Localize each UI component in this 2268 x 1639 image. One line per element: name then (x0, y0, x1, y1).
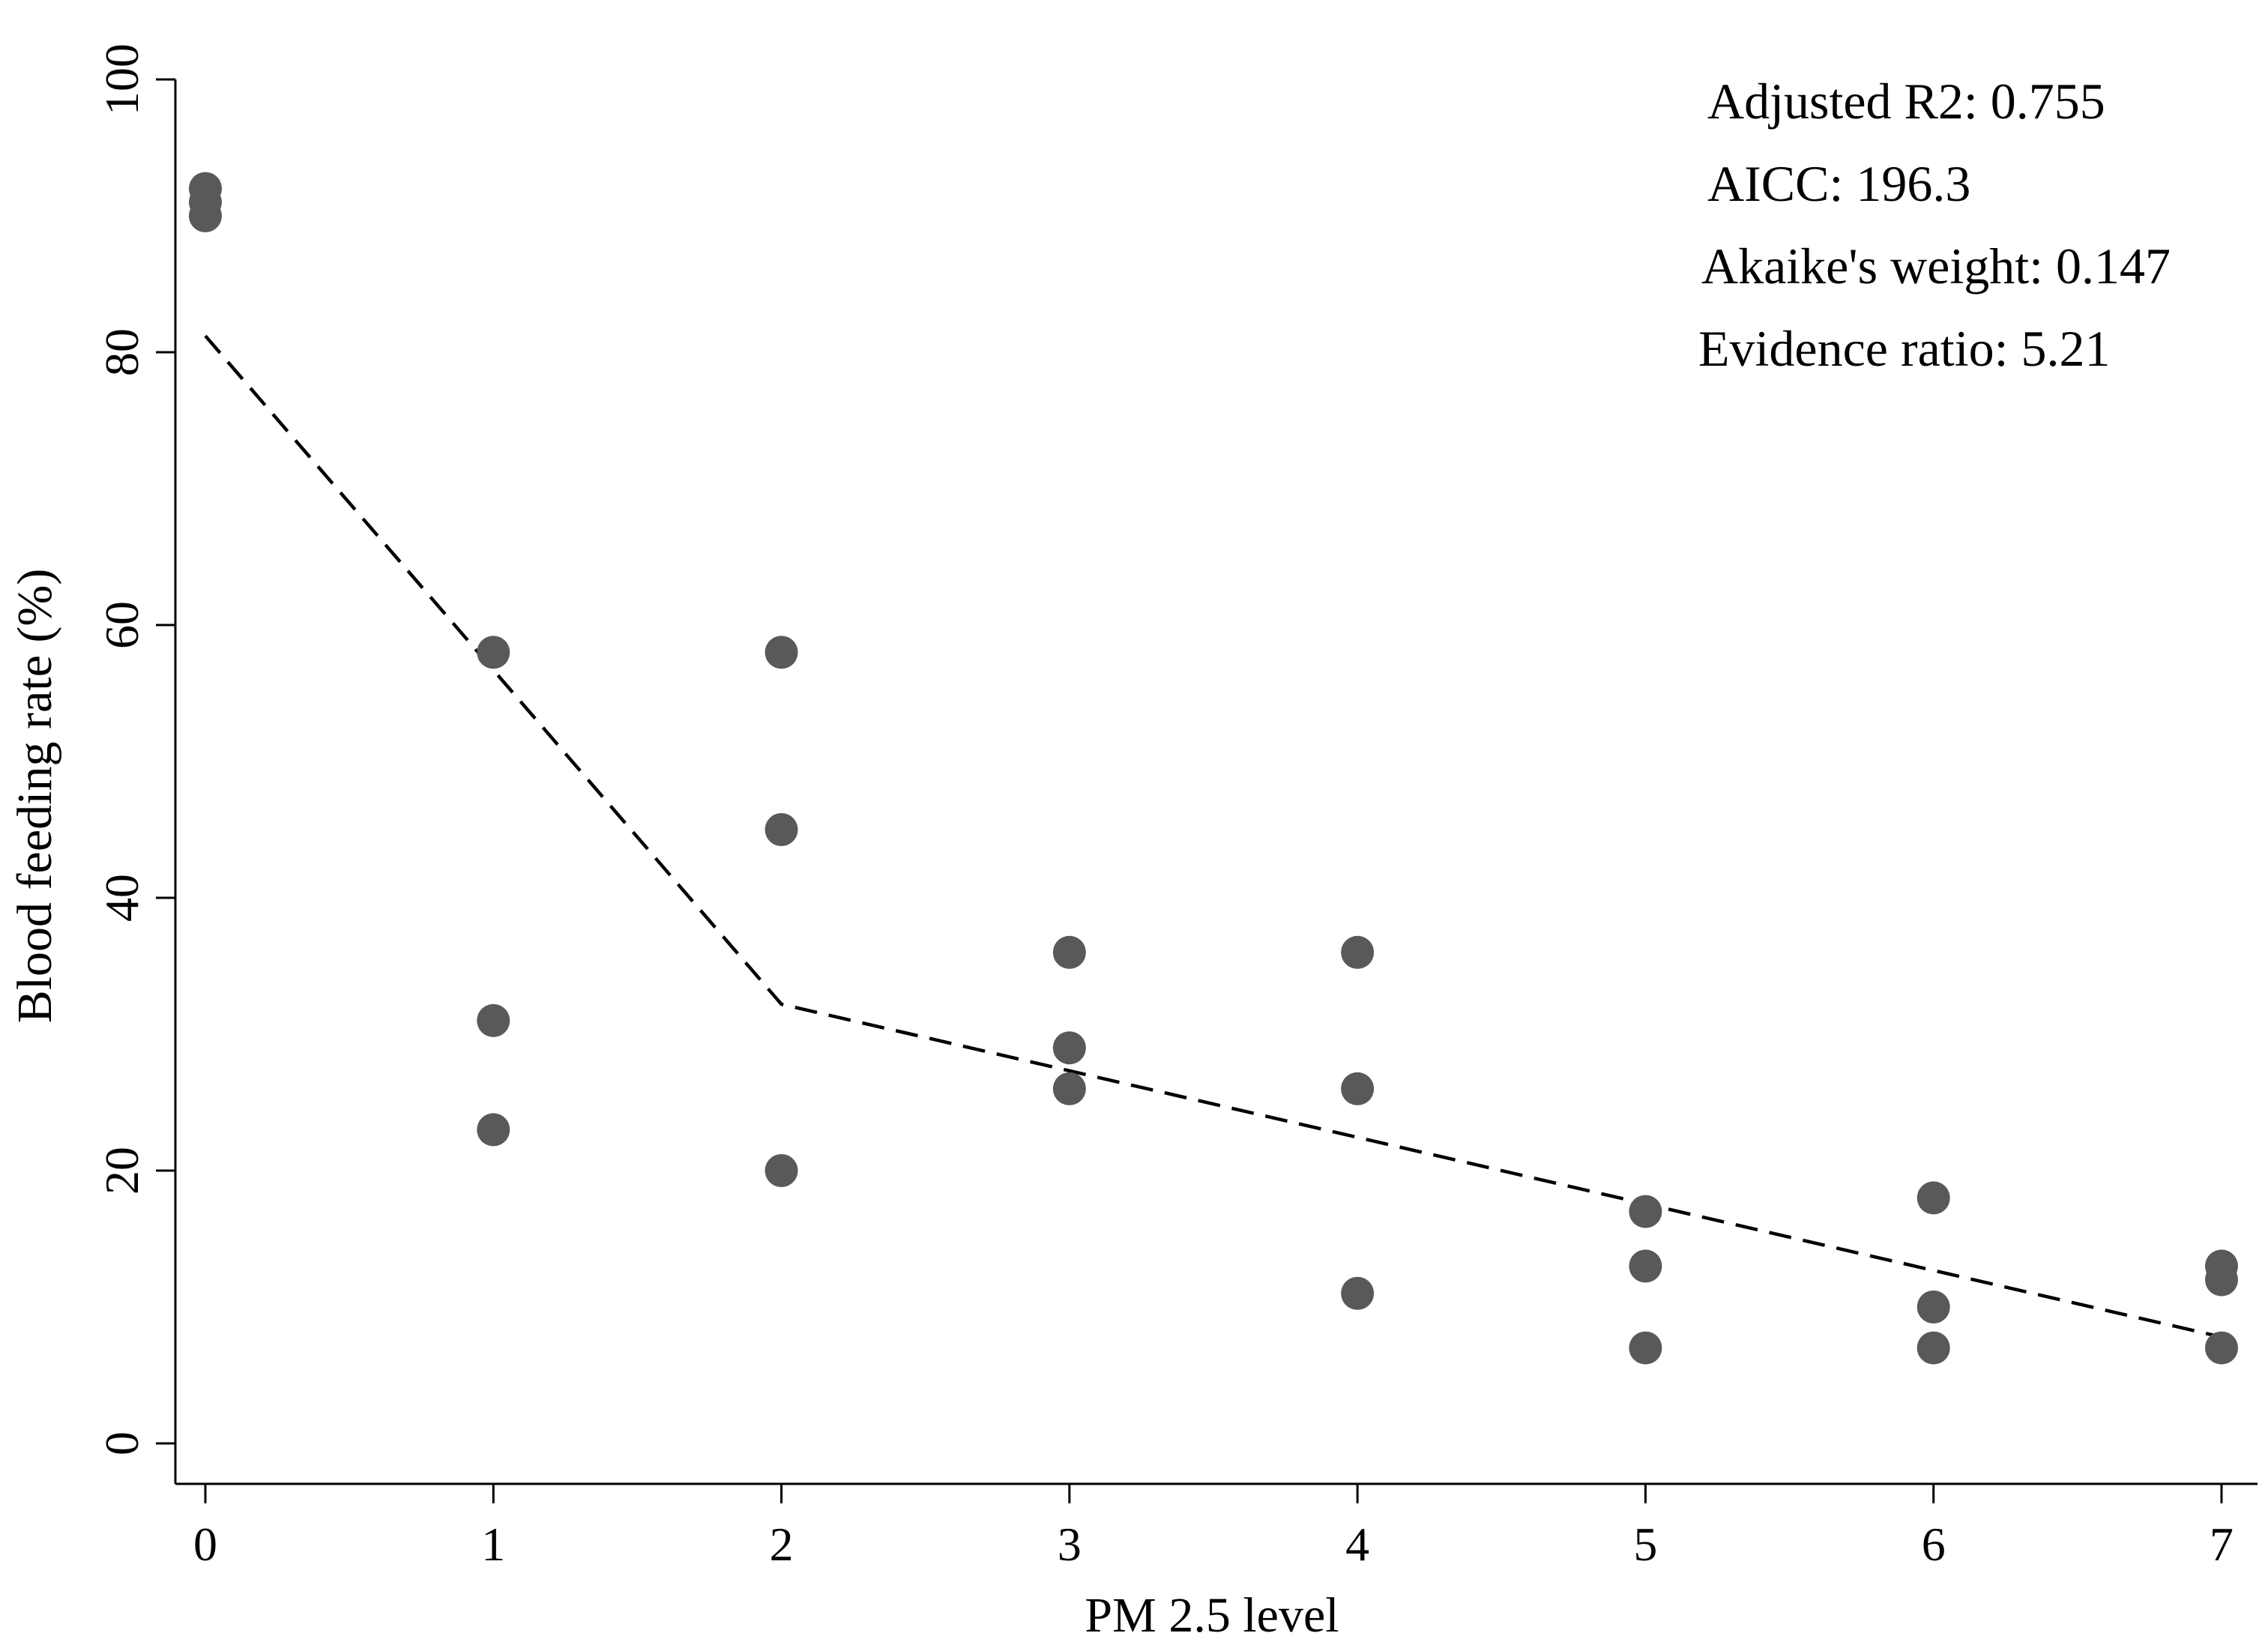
x-axis: 0 1 2 3 4 5 6 7 (175, 1482, 2258, 1571)
model-stats: Adjusted R2: 0.755 AICC: 196.3 Akaike's … (1698, 73, 2171, 377)
y-tick-label: 40 (95, 874, 148, 922)
x-tick-label: 0 (193, 1518, 217, 1571)
fit-line-layer (204, 334, 2222, 1339)
data-point (477, 636, 510, 669)
data-point (2205, 1331, 2238, 1365)
x-tick-label: 6 (1922, 1518, 1946, 1571)
data-point (1916, 1331, 1950, 1365)
data-point (477, 1003, 510, 1037)
data-point (1341, 935, 1375, 969)
data-point (1052, 1031, 1086, 1065)
annotation-aicc: AICC: 196.3 (1707, 155, 1970, 212)
x-tick-label: 3 (1058, 1518, 1082, 1571)
x-tick-label: 1 (481, 1518, 505, 1571)
data-point (477, 1113, 510, 1147)
data-point (1629, 1331, 1662, 1365)
x-tick-label: 4 (1345, 1518, 1369, 1571)
x-axis-title: PM 2.5 level (1085, 1588, 1339, 1639)
x-tick-label: 5 (1633, 1518, 1657, 1571)
annotation-adjusted-r2: Adjusted R2: 0.755 (1707, 73, 2105, 130)
y-tick-label: 80 (95, 328, 148, 376)
annotation-akaike-weight: Akaike's weight: 0.147 (1701, 238, 2171, 295)
annotation-evidence-ratio: Evidence ratio: 5.21 (1698, 320, 2110, 377)
data-point (764, 1154, 798, 1187)
y-tick-label: 100 (95, 43, 148, 115)
data-point (189, 172, 222, 205)
y-tick-label: 0 (95, 1431, 148, 1455)
data-point (1341, 1276, 1375, 1310)
y-tick-label: 20 (95, 1147, 148, 1195)
data-point (764, 636, 798, 669)
data-point (1052, 1072, 1086, 1105)
data-point (1341, 1072, 1375, 1105)
data-point (2205, 1263, 2238, 1297)
data-point (1629, 1249, 1662, 1283)
y-tick-label: 60 (95, 601, 148, 649)
y-axis: 0 20 40 60 80 100 (95, 43, 177, 1484)
data-point (764, 813, 798, 846)
data-point (1916, 1291, 1950, 1323)
data-point (1629, 1195, 1662, 1228)
data-point (1916, 1181, 1950, 1215)
x-tick-label: 7 (2210, 1518, 2234, 1571)
data-points (189, 172, 2238, 1365)
y-axis-title: Blood feeding rate (%) (7, 569, 62, 1024)
fitted-segmented-line (204, 334, 2222, 1339)
x-tick-label: 2 (770, 1518, 794, 1571)
data-point (1052, 935, 1086, 969)
